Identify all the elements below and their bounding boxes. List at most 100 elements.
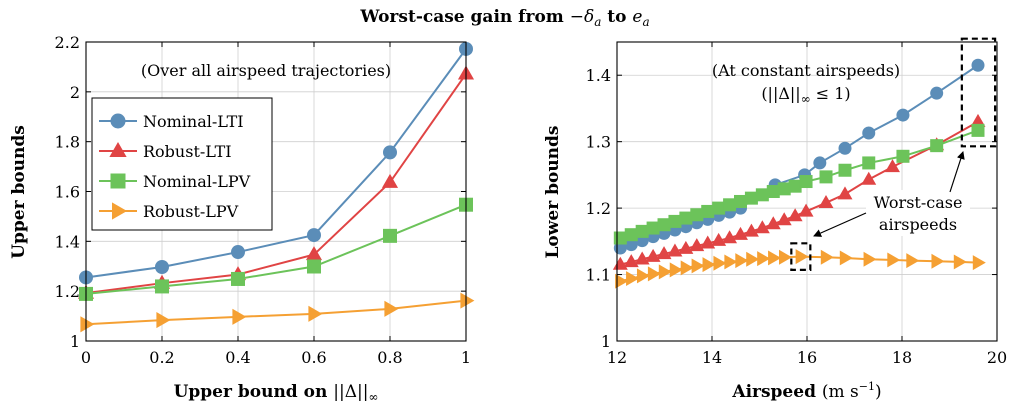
- right-point-nominal-lpv: [712, 201, 726, 215]
- right-point-robust-lti: [667, 243, 683, 257]
- legend: Nominal-LTI Robust-LTI Nominal-LPV Robust-L…: [91, 97, 273, 231]
- right-point-nominal-lpv: [930, 139, 944, 153]
- right-x-axis-label: Airspeed (m s−1): [731, 380, 881, 402]
- left-point-nominal-lpv: [383, 228, 397, 243]
- callout-line1: Worst-case: [874, 193, 963, 212]
- right-point-robust-lti: [678, 240, 694, 254]
- left-point-nominal-lpv: [231, 271, 245, 286]
- callout-background: [866, 190, 970, 236]
- right-point-robust-lti: [765, 216, 781, 230]
- left-x-tick-label: 0.8: [377, 348, 402, 367]
- right-point-nominal-lpv: [971, 123, 985, 137]
- legend-item-nominal-lpv: Nominal-LPV: [99, 172, 251, 191]
- right-point-nominal-lpv: [701, 204, 715, 218]
- left-point-nominal-lti: [155, 259, 169, 274]
- right-series-robust-lpv: [615, 249, 986, 289]
- right-point-robust-lti: [711, 232, 727, 246]
- left-y-tick-label: 1: [70, 332, 80, 351]
- right-point-robust-lpv: [724, 254, 738, 270]
- right-point-nominal-lpv: [624, 228, 638, 242]
- right-point-robust-lpv: [931, 253, 945, 269]
- left-plot-frame: [85, 41, 467, 342]
- left-point-robust-lpv: [308, 305, 323, 322]
- figure-title: Worst-case gain from −δa to ea: [359, 7, 649, 29]
- right-point-nominal-lti: [930, 86, 944, 100]
- left-series-layer: [77, 41, 475, 333]
- right-point-robust-lpv: [863, 251, 877, 267]
- right-point-robust-lpv: [647, 266, 661, 282]
- right-point-robust-lti: [776, 212, 792, 226]
- left-point-robust-lpv: [384, 300, 399, 317]
- left-point-robust-lpv: [232, 308, 247, 325]
- right-x-tick-label: 18: [892, 348, 912, 367]
- legend-label: Robust-LPV: [143, 202, 239, 221]
- right-y-tick-label: 1.4: [586, 66, 611, 85]
- right-point-robust-lti: [885, 159, 900, 173]
- right-point-nominal-lpv: [896, 149, 910, 163]
- legend-swatch-marker: [112, 202, 127, 220]
- left-series-nominal-lti: [79, 41, 473, 285]
- left-y-tick-label: 1.2: [55, 282, 80, 301]
- right-point-nominal-lpv: [668, 214, 682, 228]
- right-point-robust-lti: [656, 246, 672, 260]
- right-point-nominal-lpv: [646, 221, 660, 235]
- left-annotation: (Over all airspeed trajectories): [141, 61, 391, 80]
- right-point-nominal-lpv: [635, 224, 649, 238]
- left-series-nominal-lpv: [79, 197, 473, 301]
- right-plot-frame: [616, 41, 998, 342]
- right-series-layer: [612, 58, 986, 289]
- right-x-tick-label: 20: [987, 348, 1007, 367]
- left-y-tick-label: 1.4: [55, 232, 80, 251]
- right-point-robust-lpv: [680, 260, 694, 276]
- right-point-nominal-lpv: [862, 156, 876, 170]
- legend-item-robust-lti: Robust-LTI: [99, 142, 232, 161]
- callout-arrow-right: [949, 151, 965, 193]
- legend-swatch-marker: [110, 113, 126, 129]
- right-point-robust-lpv: [713, 255, 727, 271]
- right-point-robust-lti: [645, 248, 661, 262]
- left-point-robust-lti: [381, 173, 399, 188]
- right-point-robust-lpv: [746, 251, 760, 267]
- left-x-tick-label: 0.6: [301, 348, 326, 367]
- right-point-robust-lpv: [691, 258, 705, 274]
- right-y-tick-label: 1.3: [586, 133, 611, 152]
- right-y-tick-label: 1: [601, 332, 611, 351]
- right-y-axis-label: Lower bounds: [543, 125, 563, 258]
- right-point-nominal-lti: [896, 108, 910, 122]
- legend-label: Robust-LTI: [143, 142, 232, 161]
- right-point-robust-lti: [837, 186, 853, 200]
- left-y-tick-label: 2: [70, 83, 80, 102]
- highlight-boxes: [790, 37, 997, 272]
- right-point-robust-lpv: [669, 262, 683, 278]
- right-point-robust-lpv: [702, 257, 716, 273]
- legend-item-nominal-lti: Nominal-LTI: [99, 112, 244, 131]
- legend-label: Nominal-LTI: [143, 112, 244, 131]
- right-series-nominal-lpv: [613, 123, 985, 245]
- left-x-tick-label: 1: [461, 348, 471, 367]
- left-point-robust-lti: [305, 246, 323, 261]
- left-point-nominal-lpv: [155, 279, 169, 294]
- right-point-robust-lti: [700, 235, 716, 249]
- left-y-tick-label: 2.2: [55, 33, 80, 52]
- right-point-nominal-lpv: [744, 191, 758, 205]
- right-point-robust-lti: [623, 254, 639, 268]
- legend-label: Nominal-LPV: [143, 172, 251, 191]
- right-point-robust-lti: [798, 203, 814, 217]
- right-x-tick-label: 16: [797, 348, 817, 367]
- right-point-robust-lti: [689, 238, 705, 252]
- left-chart: 0 0.2 0.4 0.6 0.8 1 1 1.2 1.4 1.6 1.8 2 2.2 (Over al…: [9, 33, 475, 404]
- right-point-robust-lti: [861, 171, 877, 185]
- right-point-robust-lpv: [615, 273, 629, 289]
- left-point-robust-lpv: [80, 316, 95, 333]
- highlight-box: [790, 242, 812, 272]
- left-point-robust-lpv: [460, 292, 475, 309]
- right-point-robust-lti: [754, 220, 770, 234]
- right-point-robust-lti: [634, 251, 650, 265]
- left-y-axis-label: Upper bounds: [9, 125, 29, 259]
- right-point-robust-lpv: [768, 250, 782, 266]
- right-y-tick-label: 1.2: [586, 199, 611, 218]
- right-point-nominal-lpv: [838, 163, 852, 177]
- right-point-robust-lpv: [636, 268, 650, 284]
- right-point-nominal-lpv: [690, 208, 704, 222]
